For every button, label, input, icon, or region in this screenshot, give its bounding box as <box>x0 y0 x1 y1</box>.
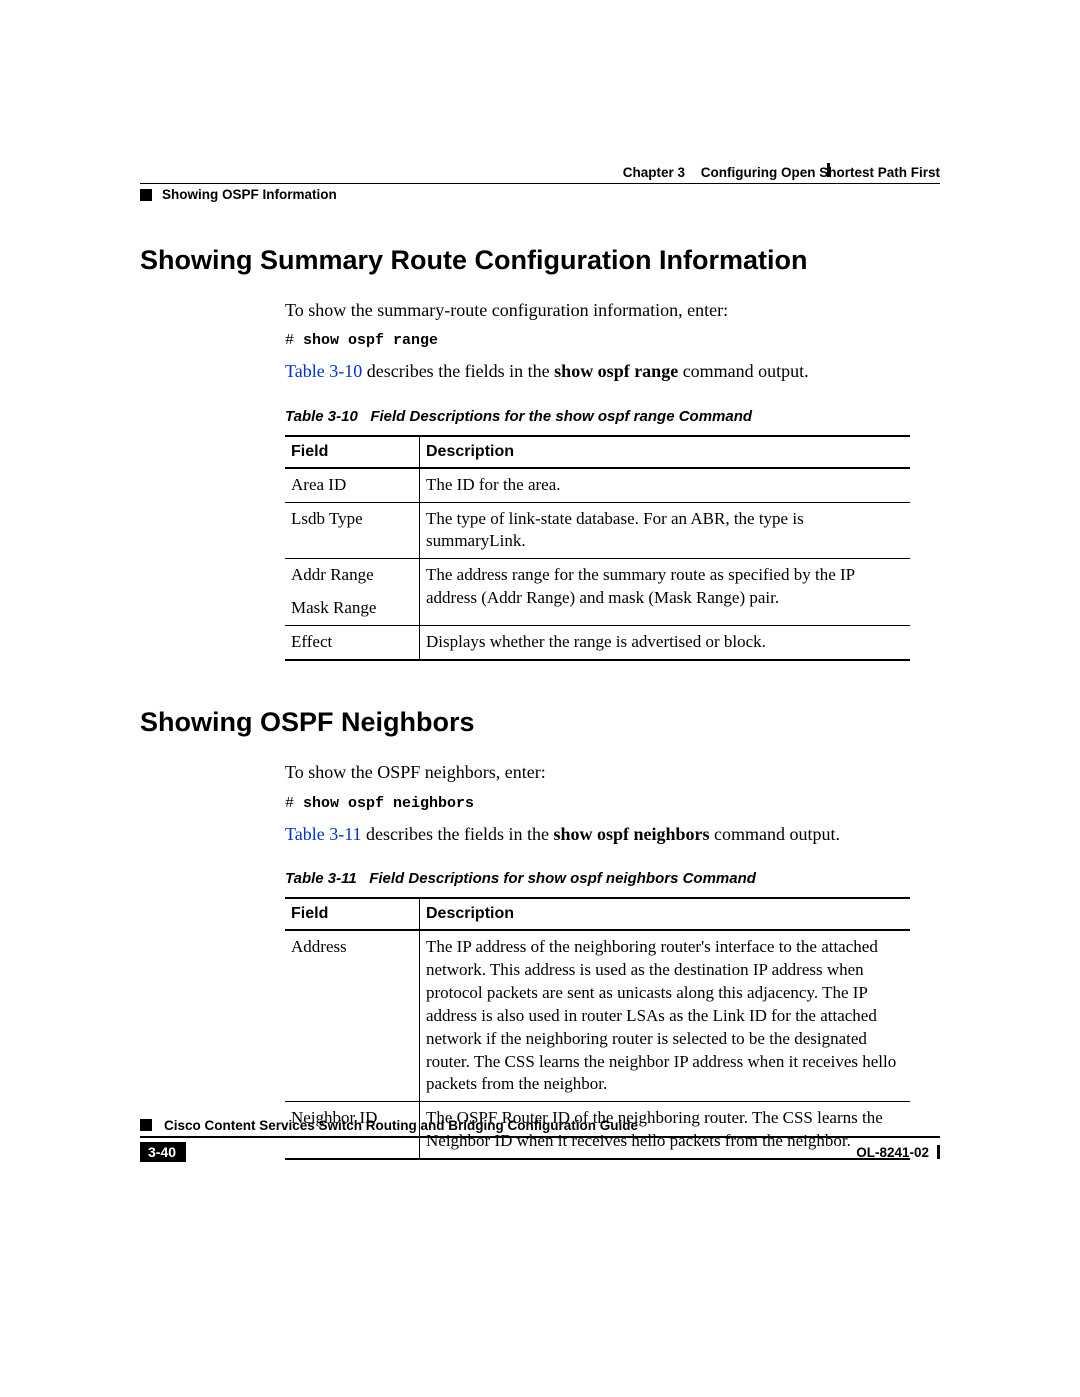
page: Chapter 3 Configuring Open Shortest Path… <box>0 0 1080 1397</box>
footer-doc-title: Cisco Content Services Switch Routing an… <box>164 1118 940 1133</box>
ref-bold: show ospf range <box>554 361 678 381</box>
caption-title: Field Descriptions for the show ospf ran… <box>370 408 752 425</box>
caption-title: Field Descriptions for show ospf neighbo… <box>369 870 756 887</box>
table-3-10-link[interactable]: Table 3-10 <box>285 361 362 381</box>
field-cell: Effect <box>285 626 420 660</box>
col-desc-header: Description <box>420 436 911 468</box>
table-3-11-caption: Table 3-11 Field Descriptions for show o… <box>285 870 910 887</box>
footer-tick <box>937 1145 940 1159</box>
chapter-title: Configuring Open Shortest Path First <box>701 165 940 180</box>
heading-summary-route: Showing Summary Route Configuration Info… <box>140 245 940 276</box>
field-cell: Area ID <box>285 468 420 502</box>
col-desc-header: Description <box>420 898 911 930</box>
section1-reference: Table 3-10 describes the fields in the s… <box>285 359 910 383</box>
desc-cell: The type of link-state database. For an … <box>420 502 911 559</box>
col-field-header: Field <box>285 436 420 468</box>
field-cell: Lsdb Type <box>285 502 420 559</box>
section1-intro: To show the summary-route configuration … <box>285 298 910 322</box>
ref-tail: command output. <box>678 361 808 381</box>
running-head: Chapter 3 Configuring Open Shortest Path… <box>140 165 940 202</box>
table-row: Addr Range The address range for the sum… <box>285 559 910 592</box>
section2-command: # show ospf neighbors <box>285 795 910 812</box>
caption-num: Table 3-10 <box>285 408 358 425</box>
section2-reference: Table 3-11 describes the fields in the s… <box>285 822 910 846</box>
footer-rule <box>140 1136 940 1138</box>
header-rule <box>140 183 940 184</box>
table-row: Effect Displays whether the range is adv… <box>285 626 910 660</box>
ref-mid: describes the fields in the <box>362 824 554 844</box>
ref-bold: show ospf neighbors <box>554 824 710 844</box>
square-bullet-icon <box>140 1119 152 1131</box>
col-field-header: Field <box>285 898 420 930</box>
content-area: Showing Summary Route Configuration Info… <box>140 245 940 1160</box>
table-3-11-link[interactable]: Table 3-11 <box>285 824 362 844</box>
table-row: Lsdb Type The type of link-state databas… <box>285 502 910 559</box>
table-row: Area ID The ID for the area. <box>285 468 910 502</box>
desc-cell: The address range for the summary route … <box>420 559 911 626</box>
field-cell: Address <box>285 930 420 1102</box>
doc-id: OL-8241-02 <box>856 1145 929 1160</box>
square-bullet-icon <box>140 189 152 201</box>
ref-mid: describes the fields in the <box>362 361 554 381</box>
header-tick <box>827 163 830 177</box>
chapter-number: Chapter 3 <box>623 165 685 180</box>
page-number: 3-40 <box>140 1142 186 1162</box>
footer: Cisco Content Services Switch Routing an… <box>140 1118 940 1162</box>
desc-cell: The ID for the area. <box>420 468 911 502</box>
cmd-prompt: # <box>285 795 303 812</box>
section2-intro: To show the OSPF neighbors, enter: <box>285 760 910 784</box>
field-cell: Addr Range <box>285 559 420 592</box>
cmd-text: show ospf neighbors <box>303 795 474 812</box>
field-cell: Mask Range <box>285 592 420 625</box>
table-row: Address The IP address of the neighborin… <box>285 930 910 1102</box>
caption-num: Table 3-11 <box>285 870 357 887</box>
table-3-10-caption: Table 3-10 Field Descriptions for the sh… <box>285 408 910 425</box>
desc-cell: Displays whether the range is advertised… <box>420 626 911 660</box>
cmd-text: show ospf range <box>303 332 438 349</box>
ref-tail: command output. <box>710 824 840 844</box>
table-3-10: Field Description Area ID The ID for the… <box>285 435 910 662</box>
cmd-prompt: # <box>285 332 303 349</box>
running-section-title: Showing OSPF Information <box>162 187 337 202</box>
desc-cell: The IP address of the neighboring router… <box>420 930 911 1102</box>
chapter-line: Chapter 3 Configuring Open Shortest Path… <box>140 165 940 180</box>
heading-ospf-neighbors: Showing OSPF Neighbors <box>140 707 940 738</box>
section1-command: # show ospf range <box>285 332 910 349</box>
